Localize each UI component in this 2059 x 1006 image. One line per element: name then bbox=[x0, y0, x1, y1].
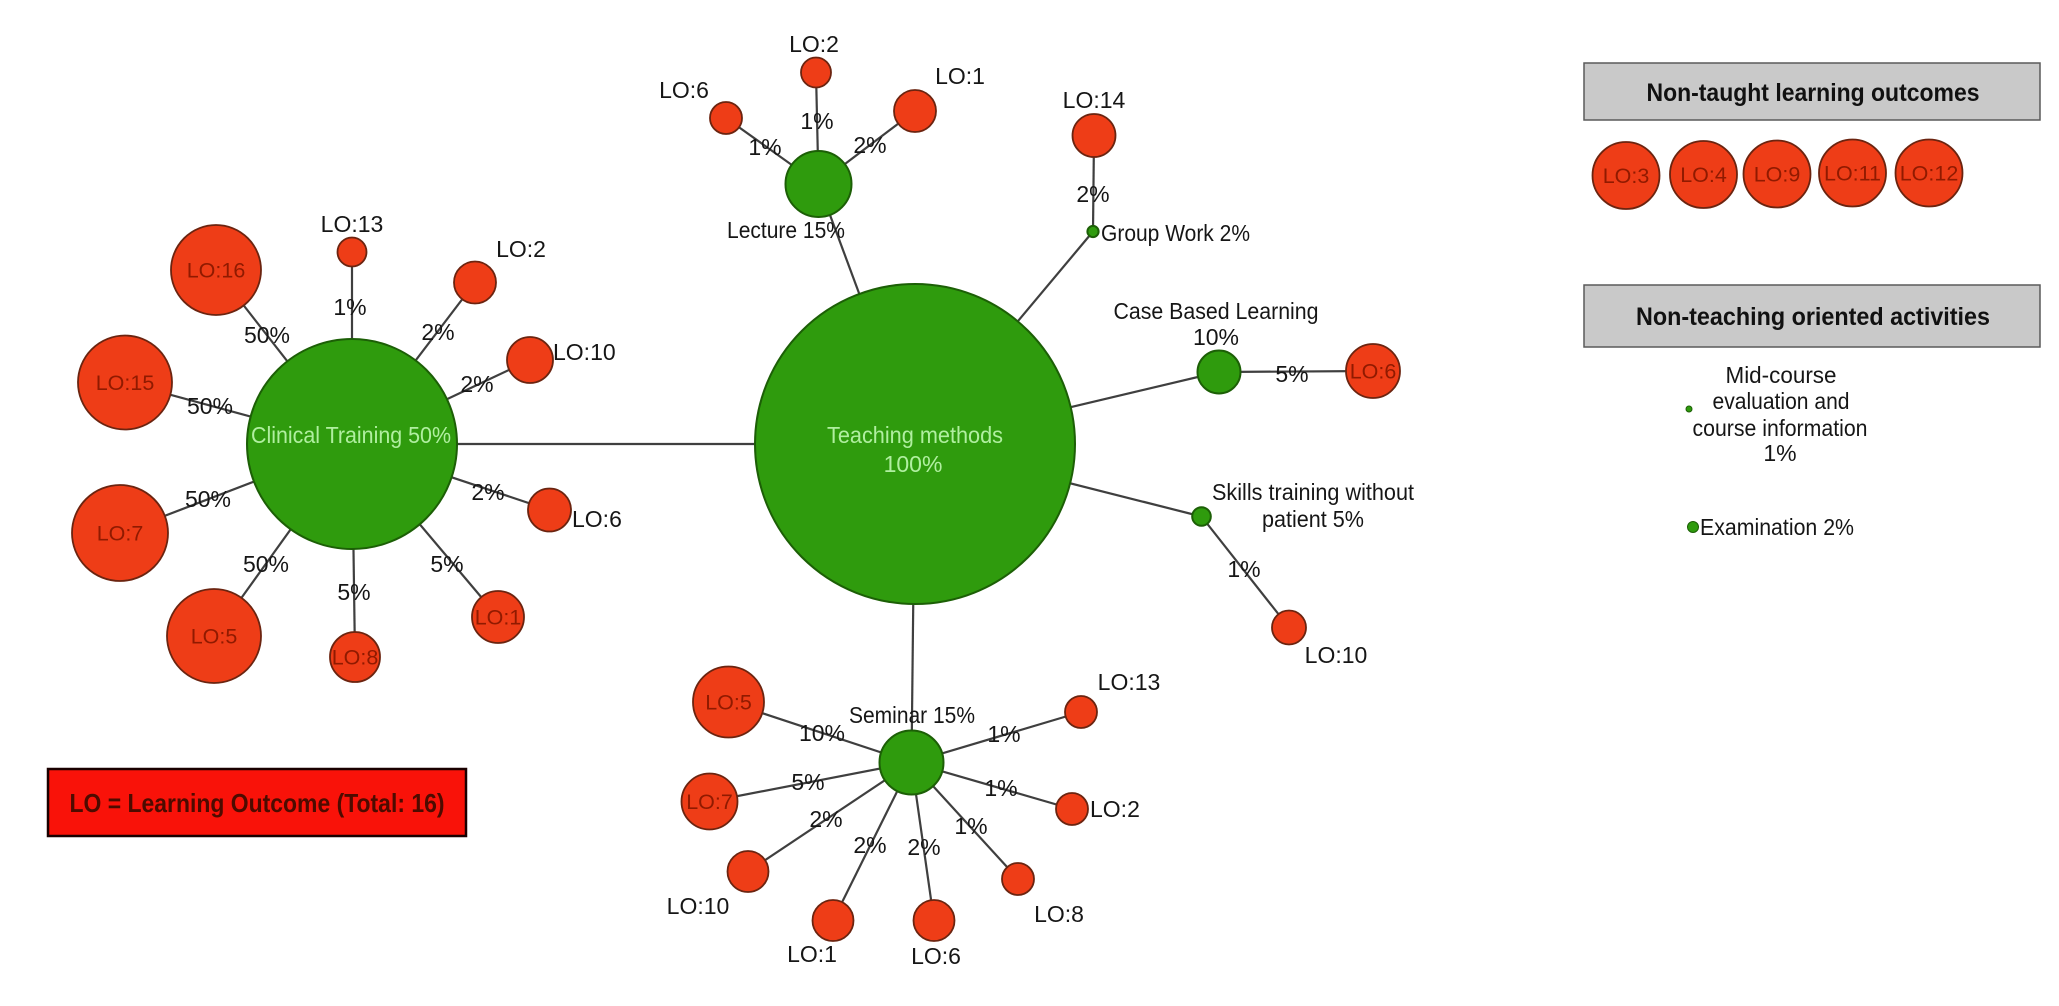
svg-text:LO:6: LO:6 bbox=[659, 77, 709, 103]
svg-text:LO:16: LO:16 bbox=[187, 259, 246, 283]
svg-text:1%: 1% bbox=[333, 294, 366, 320]
svg-text:50%: 50% bbox=[243, 551, 289, 577]
svg-text:10%: 10% bbox=[1193, 324, 1239, 350]
svg-text:Non-teaching oriented activiti: Non-teaching oriented activities bbox=[1636, 303, 1990, 331]
svg-text:5%: 5% bbox=[337, 579, 370, 605]
svg-text:LO:6: LO:6 bbox=[911, 943, 961, 969]
svg-text:Group Work 2%: Group Work 2% bbox=[1101, 220, 1250, 246]
svg-text:Non-taught learning outcomes: Non-taught learning outcomes bbox=[1647, 79, 1980, 107]
svg-text:LO:12: LO:12 bbox=[1900, 162, 1959, 186]
svg-text:LO:6: LO:6 bbox=[572, 506, 622, 532]
svg-text:LO:13: LO:13 bbox=[321, 211, 384, 237]
svg-text:5%: 5% bbox=[791, 769, 824, 795]
svg-text:evaluation and: evaluation and bbox=[1713, 388, 1850, 414]
svg-text:LO:6: LO:6 bbox=[1350, 360, 1397, 384]
svg-text:5%: 5% bbox=[1275, 361, 1308, 387]
svg-text:2%: 2% bbox=[471, 479, 504, 505]
svg-text:LO:10: LO:10 bbox=[667, 893, 730, 919]
svg-text:2%: 2% bbox=[460, 371, 493, 397]
svg-text:LO:3: LO:3 bbox=[1603, 164, 1650, 188]
svg-text:Skills training without: Skills training without bbox=[1212, 479, 1415, 505]
svg-text:LO:10: LO:10 bbox=[1305, 642, 1368, 668]
svg-text:LO:7: LO:7 bbox=[97, 522, 144, 546]
svg-text:50%: 50% bbox=[244, 322, 290, 348]
svg-text:Examination 2%: Examination 2% bbox=[1700, 514, 1854, 540]
svg-text:LO:14: LO:14 bbox=[1063, 87, 1126, 113]
svg-text:Lecture 15%: Lecture 15% bbox=[727, 217, 845, 243]
svg-text:1%: 1% bbox=[987, 721, 1020, 747]
svg-text:LO = Learning Outcome (Total:: LO = Learning Outcome (Total: 16) bbox=[70, 788, 445, 818]
svg-text:LO:8: LO:8 bbox=[332, 646, 379, 670]
svg-text:LO:1: LO:1 bbox=[935, 63, 985, 89]
svg-text:LO:10: LO:10 bbox=[553, 339, 616, 365]
svg-text:LO:2: LO:2 bbox=[496, 236, 546, 262]
svg-text:10%: 10% bbox=[799, 720, 845, 746]
svg-text:50%: 50% bbox=[185, 486, 231, 512]
svg-text:course information: course information bbox=[1693, 415, 1868, 441]
svg-text:LO:4: LO:4 bbox=[1680, 163, 1727, 187]
svg-text:2%: 2% bbox=[809, 806, 842, 832]
svg-text:1%: 1% bbox=[984, 775, 1017, 801]
svg-text:LO:13: LO:13 bbox=[1098, 669, 1161, 695]
svg-text:patient 5%: patient 5% bbox=[1262, 506, 1364, 532]
svg-text:1%: 1% bbox=[800, 108, 833, 134]
svg-text:LO:5: LO:5 bbox=[705, 691, 752, 715]
svg-text:LO:2: LO:2 bbox=[789, 31, 839, 57]
svg-text:Mid-course: Mid-course bbox=[1726, 362, 1837, 388]
svg-text:LO:9: LO:9 bbox=[1754, 163, 1801, 187]
svg-text:1%: 1% bbox=[748, 134, 781, 160]
svg-text:LO:1: LO:1 bbox=[787, 941, 837, 967]
svg-text:50%: 50% bbox=[187, 393, 233, 419]
svg-text:1%: 1% bbox=[1763, 440, 1796, 466]
svg-text:Clinical Training 50%: Clinical Training 50% bbox=[251, 422, 451, 448]
svg-text:LO:2: LO:2 bbox=[1090, 796, 1140, 822]
svg-text:2%: 2% bbox=[907, 834, 940, 860]
svg-text:2%: 2% bbox=[1076, 181, 1109, 207]
svg-text:1%: 1% bbox=[1227, 556, 1260, 582]
svg-text:LO:15: LO:15 bbox=[96, 371, 155, 395]
svg-text:1%: 1% bbox=[954, 813, 987, 839]
svg-text:Case Based Learning: Case Based Learning bbox=[1114, 298, 1319, 324]
svg-text:LO:1: LO:1 bbox=[475, 606, 522, 630]
svg-text:LO:7: LO:7 bbox=[686, 790, 733, 814]
svg-text:2%: 2% bbox=[853, 132, 886, 158]
svg-text:Seminar 15%: Seminar 15% bbox=[849, 702, 975, 728]
svg-text:2%: 2% bbox=[853, 832, 886, 858]
svg-text:100%: 100% bbox=[884, 451, 943, 477]
svg-text:5%: 5% bbox=[430, 551, 463, 577]
svg-text:2%: 2% bbox=[421, 319, 454, 345]
svg-text:LO:5: LO:5 bbox=[191, 625, 238, 649]
svg-text:Teaching methods: Teaching methods bbox=[827, 422, 1003, 448]
svg-text:LO:8: LO:8 bbox=[1034, 901, 1084, 927]
svg-text:LO:11: LO:11 bbox=[1824, 162, 1881, 186]
